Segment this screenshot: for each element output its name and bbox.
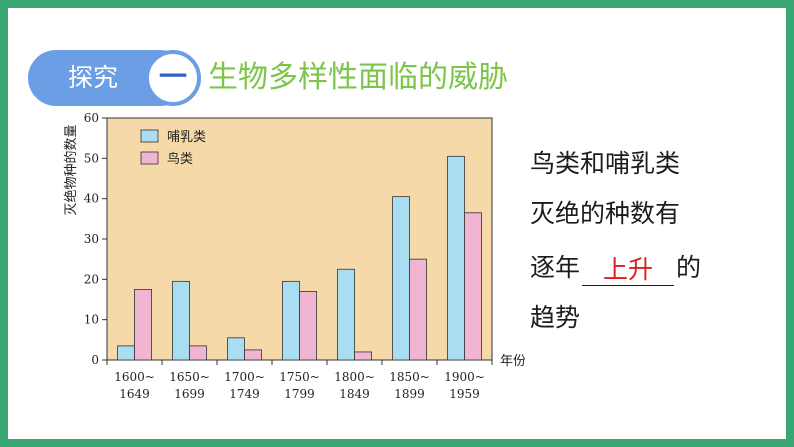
x-tick-label-start: 1700~	[224, 370, 265, 384]
conclusion-line-4: 趋势	[530, 303, 581, 332]
x-tick-label-end: 1699	[174, 387, 205, 401]
y-tick-label: 0	[91, 353, 99, 367]
extinction-bar-chart: 0 10 20 30 40 50 60 1600~ 1649 1650~ 1699 1700~ 1749…	[63, 111, 525, 401]
conclusion-line-1: 鸟类和哺乳类	[530, 149, 681, 178]
x-tick-label-start: 1800~	[334, 370, 375, 384]
x-tick-label-start: 1650~	[169, 370, 210, 384]
section-number: 一	[158, 60, 187, 93]
x-tick-label-end: 1799	[284, 387, 315, 401]
x-tick-label-end: 1849	[339, 387, 370, 401]
bar-bird	[244, 349, 262, 361]
answer-text: 上升	[603, 255, 654, 284]
section-number-circle: 一	[145, 50, 201, 106]
y-tick-label: 60	[84, 111, 99, 125]
bar-mammal	[337, 268, 355, 361]
x-tick-label-end: 1649	[119, 387, 150, 401]
answer-blank: 上升	[582, 255, 675, 286]
bar-mammal	[282, 280, 300, 361]
x-axis-label: 年份	[500, 354, 525, 369]
x-tick-label-start: 1900~	[444, 370, 485, 384]
y-tick-label: 30	[84, 232, 99, 246]
bar-bird	[189, 345, 207, 361]
conclusion-prefix: 逐年	[530, 253, 581, 282]
y-axis-label: 灭绝物种的数量	[63, 124, 79, 215]
x-tick-label-start: 1850~	[389, 370, 430, 384]
conclusion-suffix: 的	[676, 253, 702, 282]
legend-swatch	[140, 129, 159, 143]
x-tick-label-end: 1959	[449, 387, 480, 401]
bar-bird	[134, 289, 152, 361]
section-title: 生物多样性面临的威胁	[208, 60, 508, 95]
legend-label: 鸟类	[167, 151, 193, 167]
conclusion-line-2: 灭绝的种数有	[530, 199, 681, 228]
y-tick-label: 40	[84, 192, 99, 206]
legend-label: 哺乳类	[167, 130, 206, 145]
bar-bird	[299, 291, 317, 361]
bar-mammal	[447, 155, 465, 361]
y-tick-label: 10	[84, 313, 99, 327]
y-tick-label: 50	[84, 151, 99, 165]
section-badge-label: 探究	[68, 63, 119, 92]
x-tick-label-start: 1750~	[279, 370, 320, 384]
x-tick-label-start: 1600~	[114, 370, 155, 384]
x-tick-label-end: 1899	[394, 387, 425, 401]
bar-mammal	[392, 196, 410, 361]
bar-mammal	[227, 337, 245, 361]
bar-mammal	[172, 280, 190, 361]
legend-swatch	[140, 151, 159, 165]
y-tick-label: 20	[84, 272, 99, 286]
conclusion-line-3: 逐年 上升的	[530, 250, 701, 286]
x-tick-label-end: 1749	[229, 387, 260, 401]
bar-bird	[409, 258, 427, 361]
bar-mammal	[117, 345, 135, 361]
bar-bird	[354, 351, 372, 361]
bar-bird	[464, 212, 482, 361]
